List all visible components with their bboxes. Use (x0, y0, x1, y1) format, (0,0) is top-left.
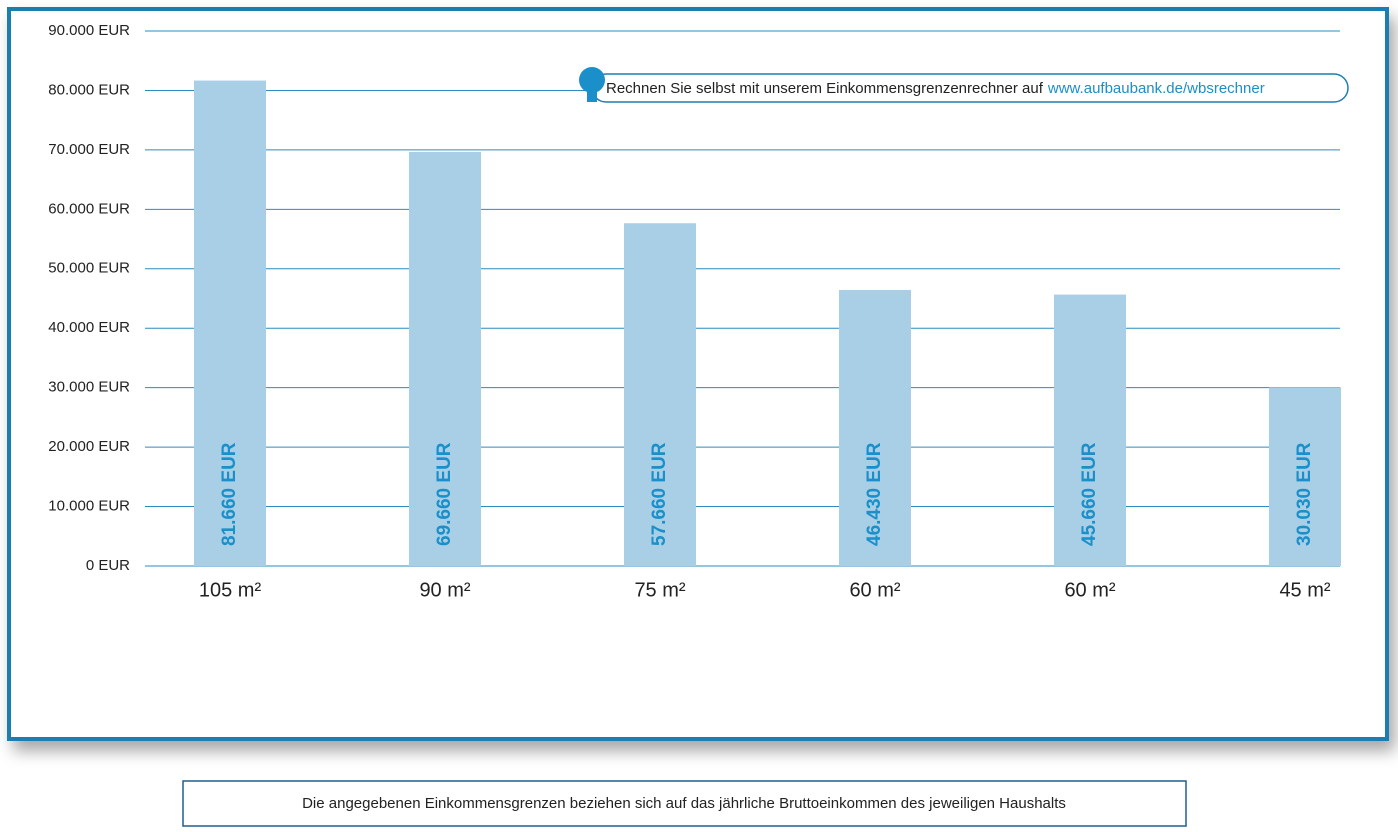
y-tick-label: 80.000 EUR (48, 81, 130, 98)
bulb-icon (579, 67, 605, 93)
note-text: Die angegebenen Einkommensgrenzen bezieh… (302, 795, 1066, 812)
bar (1269, 387, 1341, 566)
value-label: 46.430 EUR (864, 442, 885, 546)
bar (1054, 294, 1126, 566)
value-label: 69.660 EUR (434, 442, 455, 546)
annotation-link[interactable]: www.aufbaubank.de/wbsrechner (1047, 80, 1265, 97)
x-tick-label: 60 m² (849, 579, 900, 601)
bar (839, 289, 911, 566)
y-tick-label: 30.000 EUR (48, 379, 130, 396)
bar (409, 151, 481, 566)
x-tick-label: 60 m² (1064, 579, 1115, 601)
y-tick-label: 40.000 EUR (48, 319, 130, 336)
value-label: 57.660 EUR (649, 442, 670, 546)
value-label: 81.660 EUR (219, 442, 240, 546)
y-tick-label: 90.000 EUR (48, 22, 130, 39)
note-box (182, 780, 1187, 827)
y-tick-label: 50.000 EUR (48, 260, 130, 277)
y-tick-label: 20.000 EUR (48, 438, 130, 455)
x-tick-label: 105 m² (199, 579, 262, 601)
annotation-text: Rechnen Sie selbst mit unserem Einkommen… (606, 80, 1265, 97)
x-tick-label: 45 m² (1279, 579, 1330, 601)
bar (194, 80, 266, 567)
y-tick-label: 0 EUR (86, 557, 130, 574)
bulb-base (587, 92, 597, 102)
x-tick-label: 75 m² (634, 579, 685, 601)
x-tick-label: 90 m² (419, 579, 470, 601)
y-tick-label: 70.000 EUR (48, 141, 130, 158)
value-label: 30.030 EUR (1294, 442, 1315, 546)
y-tick-label: 10.000 EUR (48, 498, 130, 515)
value-label: 45.660 EUR (1079, 442, 1100, 546)
y-tick-label: 60.000 EUR (48, 200, 130, 217)
annotation: Rechnen Sie selbst mit unserem Einkommen… (579, 67, 1349, 103)
plot-area: 0 EUR 10.000 EUR 20.000 EUR 30.000 EUR 40.00… (48, 22, 1341, 601)
bar (624, 223, 696, 566)
annotation-label: Rechnen Sie selbst mit unserem Einkommen… (606, 80, 1044, 97)
